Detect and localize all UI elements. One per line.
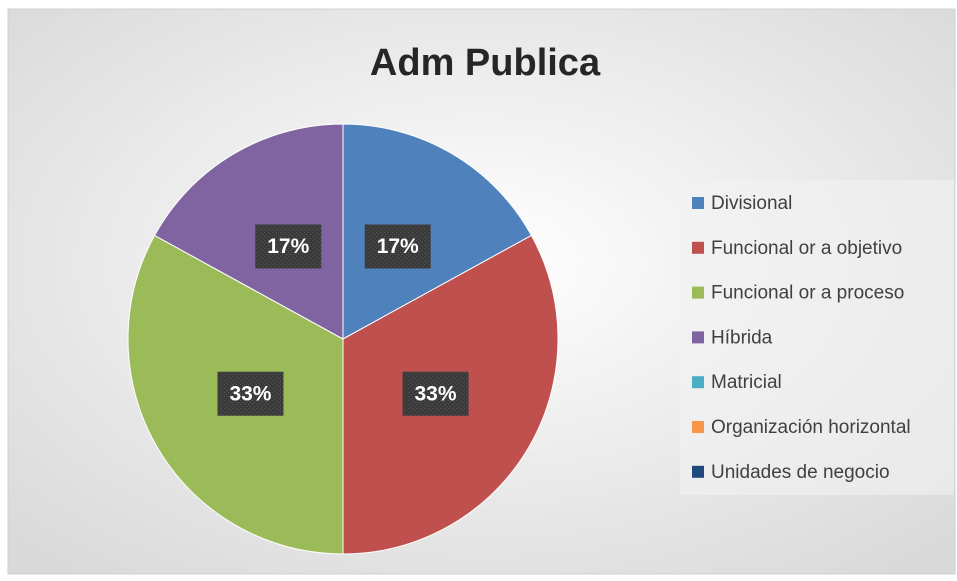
legend-swatch	[692, 331, 704, 344]
legend-box	[680, 180, 954, 495]
data-label-box	[255, 224, 322, 269]
data-label-box	[402, 371, 469, 416]
legend-label: Funcional or a proceso	[711, 283, 904, 304]
legend-label: Matricial	[711, 372, 782, 393]
legend-label: Funcional or a objetivo	[711, 238, 902, 259]
legend-label: Unidades de negocio	[711, 462, 890, 483]
legend-label: Organización horizontal	[711, 417, 911, 438]
legend-swatch	[692, 286, 704, 299]
data-label: 17%	[377, 235, 419, 258]
data-label: 33%	[229, 382, 271, 405]
legend-swatch	[692, 376, 704, 389]
data-label: 17%	[267, 235, 309, 258]
legend-label: Híbrida	[711, 327, 773, 348]
legend-label: Divisional	[711, 193, 792, 214]
data-label: 33%	[415, 382, 457, 405]
legend-swatch	[692, 421, 704, 433]
data-label-box	[364, 224, 431, 269]
legend-swatch	[692, 241, 704, 254]
pie-slice	[342, 123, 533, 340]
data-label-box	[217, 371, 284, 416]
chart-title: Adm Publica	[370, 42, 601, 84]
legend-swatch	[692, 465, 704, 478]
pie-slice	[153, 123, 344, 340]
legend-swatch	[692, 197, 704, 209]
